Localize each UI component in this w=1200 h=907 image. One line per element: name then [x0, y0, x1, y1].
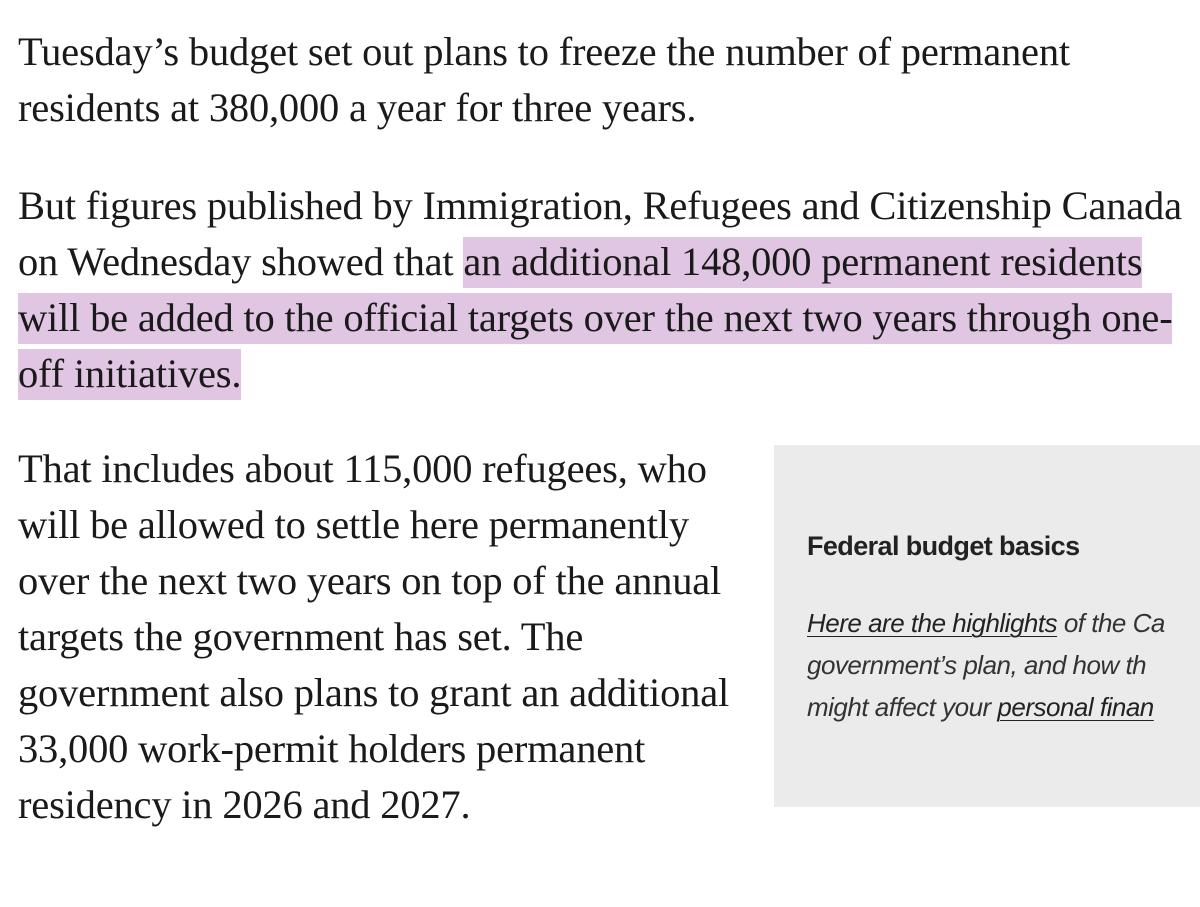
article-paragraph-2: But figures published by Immigration, Re… — [18, 178, 1188, 402]
sidebar-line-1: Here are the highlights of the Ca — [807, 602, 1200, 644]
sidebar-line-1-text: of the Ca — [1057, 608, 1166, 638]
article-paragraph-3: That includes about 115,000 refugees, wh… — [18, 446, 730, 827]
personal-finance-link[interactable]: personal finan — [997, 692, 1154, 722]
article-paragraph-1: Tuesday’s budget set out plans to freeze… — [18, 29, 1070, 130]
sidebar-line-3: might affect your personal finan — [807, 686, 1200, 728]
sidebar-line-2: government’s plan, and how th — [807, 650, 1147, 680]
federal-budget-sidebar: Federal budget basics Here are the highl… — [774, 445, 1200, 807]
sidebar-body: Here are the highlights of the Ca govern… — [807, 602, 1200, 728]
sidebar-line-3-text: might affect your — [807, 692, 998, 722]
highlights-link[interactable]: Here are the highlights — [807, 608, 1058, 638]
paragraph-2-intro: But figures published by Immigration, Re… — [18, 183, 1182, 284]
sidebar-title: Federal budget basics — [807, 531, 1080, 561]
